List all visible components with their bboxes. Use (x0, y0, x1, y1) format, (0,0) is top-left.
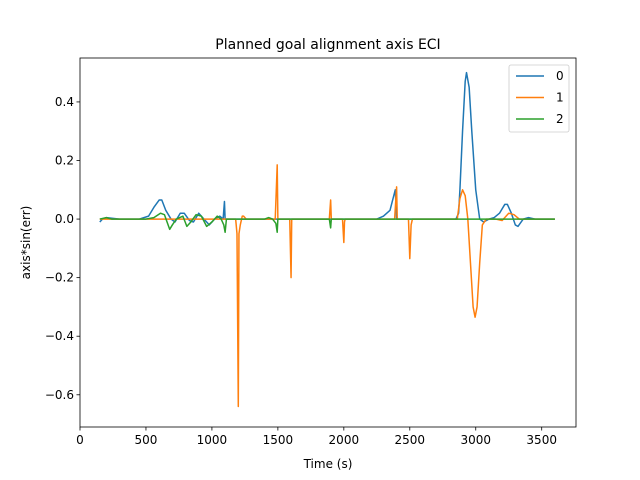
series-layer (99, 71, 555, 408)
legend: 0 1 2 (508, 64, 570, 133)
series-line-0 (99, 71, 555, 228)
y-tick-label: 0.0 (55, 212, 74, 226)
chart-title: Planned goal alignment axis ECI (215, 37, 440, 53)
legend-box (508, 64, 570, 133)
x-tick-label: 2000 (329, 433, 360, 447)
series-line-1 (99, 164, 555, 408)
plot-frame (79, 57, 577, 428)
legend-label-2: 2 (556, 112, 564, 126)
x-tick-label: 0 (76, 433, 84, 447)
y-axis-label: axis*sin(err) (19, 206, 33, 280)
x-axis-ticks: 0 500 1000 1500 2000 2500 3000 3500 (76, 427, 557, 447)
x-tick-label: 2500 (395, 433, 426, 447)
x-tick-label: 3000 (460, 433, 491, 447)
series-line-2 (99, 212, 555, 233)
y-tick-label: 0.4 (55, 95, 74, 109)
legend-label-0: 0 (556, 69, 564, 83)
x-tick-label: 3500 (526, 433, 557, 447)
x-tick-label: 500 (135, 433, 158, 447)
y-tick-label: −0.6 (45, 388, 74, 402)
y-tick-label: −0.2 (45, 271, 74, 285)
x-tick-label: 1500 (263, 433, 294, 447)
x-axis-label: Time (s) (303, 457, 353, 471)
y-tick-label: 0.2 (55, 154, 74, 168)
y-tick-label: −0.4 (45, 329, 74, 343)
legend-label-1: 1 (556, 91, 564, 105)
x-tick-label: 1000 (197, 433, 228, 447)
y-axis-ticks: −0.6 −0.4 −0.2 0.0 0.2 0.4 (45, 95, 80, 402)
